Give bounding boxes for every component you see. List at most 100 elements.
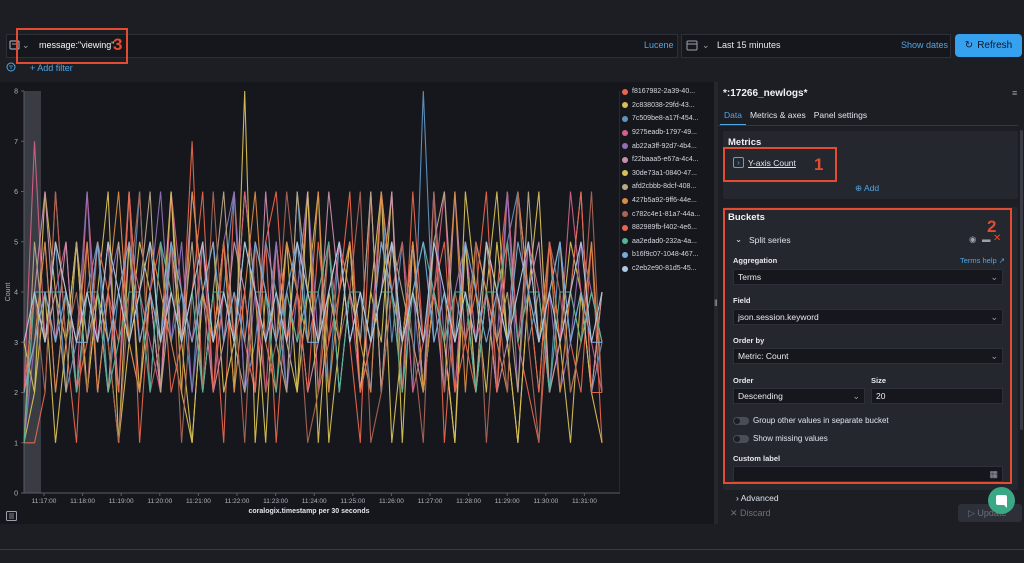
metric-item[interactable]: › Y-axis Count	[733, 157, 796, 168]
annotation-box-query	[16, 28, 128, 64]
line-chart: 0 1 2 3 4 5 6 7 8 Count 11:17:00 11:18:00 11:19:00 11…	[5, 89, 620, 515]
legend-item[interactable]: 427b5a92-9ff6-44e...	[622, 194, 714, 208]
date-picker[interactable]	[681, 34, 951, 58]
collapse-menu-icon[interactable]: ≡	[1012, 88, 1018, 98]
x-tick-label: 11:26:00	[379, 498, 404, 505]
legend-item[interactable]: ab22a3ff-92d7-4b4...	[622, 139, 714, 153]
legend-item[interactable]: 2c838038-29fd-43...	[622, 99, 714, 113]
field-value: json.session.keyword	[738, 312, 819, 322]
show-missing-label: Show missing values	[753, 434, 828, 443]
field-select[interactable]: json.session.keyword ⌄	[733, 309, 1003, 325]
legend-color-dot	[622, 265, 628, 272]
legend-item[interactable]: afd2cbbb-8dcf-408...	[622, 180, 714, 194]
split-series-header[interactable]: ⌄ Split series ◉ ▬ ✕	[733, 233, 1013, 248]
editor-footer	[718, 503, 1024, 524]
legend-label: 7c509be8-a17f-454...	[632, 115, 699, 123]
order-select[interactable]: Descending ⌄	[733, 388, 865, 404]
x-tick-label: 11:21:00	[186, 498, 211, 505]
drag-handle-icon[interactable]: ‖	[714, 298, 718, 308]
group-other-toggle[interactable]	[733, 417, 749, 425]
legend-label: 882989fb-f402-4e6...	[632, 224, 697, 232]
bottom-divider	[0, 549, 1024, 550]
legend-item[interactable]: aa2edad0-232a-4a...	[622, 235, 714, 249]
legend-color-dot	[622, 211, 628, 218]
filter-options-icon[interactable]	[6, 62, 16, 72]
split-series-label: Split series	[749, 235, 791, 245]
x-tick-label: 11:17:00	[32, 498, 57, 505]
refresh-icon: ↻	[964, 40, 974, 51]
legend-label: afd2cbbb-8dcf-408...	[632, 183, 697, 191]
drag-icon[interactable]: ▬	[982, 234, 991, 244]
expand-chevron-icon[interactable]: ›	[733, 157, 744, 168]
panel-resize-divider[interactable]	[714, 82, 718, 524]
x-tick-label: 11:28:00	[456, 498, 481, 505]
tab-panel-settings[interactable]: Panel settings	[813, 110, 868, 120]
annotation-box-metrics	[723, 147, 837, 182]
order-by-label: Order by	[733, 336, 765, 345]
x-tick-label: 11:19:00	[109, 498, 134, 505]
metric-label[interactable]: Y-axis Count	[748, 157, 796, 168]
refresh-button[interactable]: ↻ Refresh	[955, 34, 1022, 57]
legend-color-dot	[622, 183, 628, 190]
discard-button[interactable]: ✕ Discard	[730, 508, 771, 518]
chevron-down-icon[interactable]: ⌄	[702, 40, 710, 50]
show-dates-link[interactable]: Show dates	[901, 40, 949, 50]
buckets-title: Buckets	[728, 212, 765, 223]
legend-item[interactable]: f8167982-2a39-40...	[622, 85, 714, 99]
legend-item[interactable]: b16f9c07-1048-467...	[622, 248, 714, 262]
x-tick-label: 11:22:00	[225, 498, 250, 505]
size-input[interactable]: 20	[871, 388, 1003, 404]
chevron-down-icon[interactable]: ⌄	[735, 234, 743, 244]
legend-item[interactable]: c782c4e1-81a7-44a...	[622, 207, 714, 221]
tab-data[interactable]: Data	[720, 108, 746, 126]
aggregation-select[interactable]: Terms ⌄	[733, 269, 1003, 285]
y-tick-label: 8	[14, 89, 18, 96]
chat-support-button[interactable]	[988, 487, 1015, 514]
order-by-select[interactable]: Metric: Count ⌄	[733, 348, 1003, 364]
query-input-box[interactable]	[6, 34, 678, 58]
order-by-value: Metric: Count	[738, 351, 789, 361]
bottom-bar	[0, 524, 1024, 563]
chart-legend: f8167982-2a39-40... 2c838038-29fd-43... 7c…	[622, 85, 714, 275]
eye-icon[interactable]: ◉	[969, 234, 977, 244]
x-tick-label: 11:25:00	[340, 498, 365, 505]
legend-item[interactable]: 30de73a1-0840-47...	[622, 167, 714, 181]
add-filter-link[interactable]: + Add filter	[30, 63, 73, 73]
query-language-button[interactable]: Lucene	[644, 40, 674, 50]
series-line-12	[23, 241, 603, 443]
y-tick-label: 6	[14, 189, 18, 196]
y-tick-label: 2	[14, 390, 18, 397]
terms-help-link[interactable]: Terms help ↗	[960, 256, 1006, 265]
legend-label: c2eb2e90-81d5-45...	[632, 265, 697, 273]
query-text[interactable]: message:"viewing"	[39, 40, 115, 50]
legend-label: b16f9c07-1048-467...	[632, 251, 699, 259]
y-tick-label: 3	[14, 340, 18, 347]
custom-label-input[interactable]: ▦	[733, 466, 1003, 482]
legend-item[interactable]: 9275eadb-1797-49...	[622, 126, 714, 140]
editor-scrollbar[interactable]	[1020, 130, 1023, 430]
editor-tabs: Data Metrics & axes Panel settings	[720, 108, 871, 126]
legend-toggle-icon[interactable]	[6, 511, 17, 521]
remove-icon[interactable]: ✕	[993, 233, 1002, 244]
legend-item[interactable]: 7c509be8-a17f-454...	[622, 112, 714, 126]
x-tick-label: 11:27:00	[418, 498, 443, 505]
legend-item[interactable]: f22baaa5-e67a-4c4...	[622, 153, 714, 167]
legend-color-dot	[622, 143, 628, 150]
chevron-down-icon[interactable]: ⌄	[22, 40, 30, 50]
legend-item[interactable]: c2eb2e90-81d5-45...	[622, 262, 714, 276]
tab-metrics-axes[interactable]: Metrics & axes	[749, 110, 806, 120]
text-options-icon[interactable]: ▦	[989, 469, 998, 479]
show-missing-toggle[interactable]	[733, 435, 749, 443]
legend-label: f8167982-2a39-40...	[632, 88, 696, 96]
add-metric-button[interactable]: ⊕ Add	[855, 183, 880, 193]
advanced-toggle[interactable]: › Advanced	[736, 493, 779, 503]
chevron-down-icon: ⌄	[852, 391, 860, 401]
calendar-icon[interactable]	[686, 39, 698, 51]
legend-item[interactable]: 882989fb-f402-4e6...	[622, 221, 714, 235]
legend-label: aa2edad0-232a-4a...	[632, 237, 697, 245]
series-line-2	[23, 191, 603, 443]
y-tick-label: 1	[14, 440, 18, 447]
date-range-text[interactable]: Last 15 minutes	[717, 40, 781, 50]
chevron-down-icon: ⌄	[990, 351, 998, 361]
size-label: Size	[871, 376, 887, 385]
